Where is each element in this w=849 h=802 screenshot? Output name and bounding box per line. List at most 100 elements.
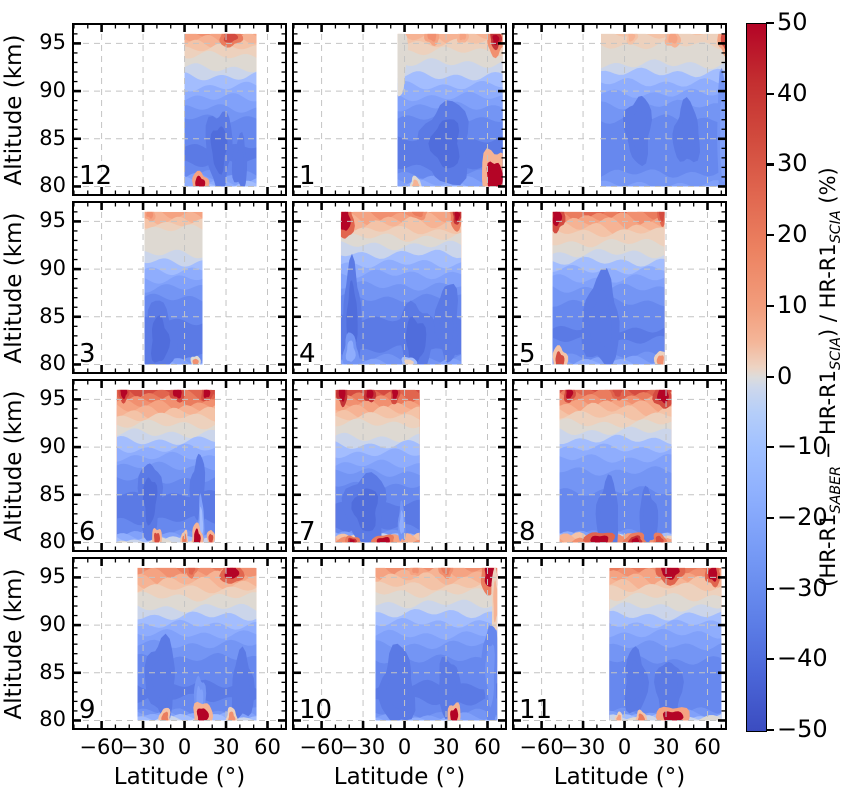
colorbar-tick	[766, 92, 774, 95]
y-tick-label: 80	[39, 707, 66, 732]
contour-patch	[340, 211, 462, 365]
x-tick-label: −30	[120, 735, 166, 759]
y-tick-label: 90	[39, 256, 66, 281]
panel-month-6: 6	[72, 379, 287, 556]
month-label: 11	[519, 695, 552, 725]
x-tick-label: 60	[474, 735, 501, 759]
colorbar-tick	[766, 446, 774, 449]
colorbar-tick-label: −50	[777, 715, 828, 743]
x-tick-label: 30	[212, 735, 240, 759]
colorbar-tick	[766, 516, 774, 520]
y-tick-label: 90	[39, 612, 66, 637]
colorbar-tick-label: 0	[777, 361, 793, 390]
y-tick-label: 80	[39, 529, 66, 554]
x-tick-label: 30	[652, 735, 680, 759]
altitude-axis-label: Altitude (km)	[1, 212, 27, 363]
panel-border	[292, 379, 507, 552]
panel-month-7: 7	[292, 379, 507, 556]
y-tick-label: 95	[39, 386, 66, 411]
month-label: 3	[79, 339, 96, 369]
colorbar-title-text: (HR-R1	[816, 513, 840, 587]
contour-patch	[609, 567, 722, 721]
contour-patch	[137, 567, 257, 721]
colorbar-tick-label: −30	[777, 573, 828, 602]
colorbar-title-subscript: SCIA	[828, 336, 845, 370]
panel-month-2: 2	[512, 23, 727, 200]
y-tick-label: 85	[39, 659, 66, 684]
latitude-axis-label: Latitude (°)	[113, 764, 246, 790]
x-tick-label: 30	[432, 735, 460, 759]
colorbar-tick	[766, 304, 774, 307]
x-tick-label: 60	[254, 735, 281, 759]
colorbar-tick	[766, 375, 774, 378]
latitude-axis-label: Latitude (°)	[333, 764, 466, 790]
panel-month-11: 11	[512, 557, 727, 734]
colorbar-tick	[766, 587, 774, 590]
month-label: 6	[79, 517, 96, 547]
y-tick-label: 90	[39, 78, 66, 103]
panel-border	[512, 23, 727, 196]
panel-border	[72, 379, 287, 552]
y-tick-label: 90	[39, 434, 66, 459]
panel-month-5: 5	[512, 201, 727, 378]
contour-patch	[375, 567, 498, 721]
colorbar-tick-label: −10	[777, 432, 828, 461]
colorbar-title-text: ) / HR-R1	[816, 243, 840, 337]
contour-patch	[116, 389, 215, 543]
y-tick-label: 95	[39, 30, 66, 55]
colorbar-tick	[766, 163, 774, 166]
month-label: 1	[299, 161, 316, 191]
month-label: 7	[299, 517, 316, 547]
panel-month-8: 8	[512, 379, 727, 556]
colorbar-tick-label: 20	[777, 220, 808, 249]
colorbar-title-subscript: SCIA	[828, 210, 845, 244]
panel-month-1: 1	[292, 23, 507, 200]
colorbar-title: (HR-R1SABER − HR-R1SCIA) / HR-R1SCIA (%)	[816, 127, 844, 627]
y-tick-label: 80	[39, 173, 66, 198]
panel-border	[512, 201, 727, 374]
colorbar-tick-label: 30	[777, 149, 808, 178]
altitude-axis-label: Altitude (km)	[1, 390, 27, 541]
contour-patch	[184, 33, 257, 187]
x-tick-label: 0	[617, 735, 632, 759]
colorbar-tick-label: 50	[777, 8, 808, 36]
colorbar-tick	[766, 658, 774, 661]
colorbar-tick	[766, 234, 774, 237]
month-label: 2	[519, 161, 536, 191]
month-label: 4	[299, 339, 316, 369]
x-tick-label: 0	[397, 735, 412, 759]
panel-month-3: 3	[72, 201, 287, 378]
axis-ticks	[513, 23, 726, 195]
colorbar-title-text: (%)	[816, 167, 840, 211]
colorbar-tick	[766, 22, 774, 25]
panel-border	[512, 557, 727, 730]
contour-patch	[552, 211, 665, 365]
colorbar	[746, 23, 767, 732]
x-tick-label: −60	[79, 735, 124, 759]
y-tick-label: 85	[39, 481, 66, 506]
y-tick-label: 85	[39, 303, 66, 328]
x-tick-label: 0	[177, 735, 192, 759]
colorbar-tick-label: −20	[777, 502, 828, 531]
panel-month-12: 12	[72, 23, 287, 200]
y-tick-label: 95	[39, 564, 66, 589]
panel-month-9: 9	[72, 557, 287, 734]
contour-patch	[601, 33, 727, 187]
panel-border	[512, 379, 727, 552]
colorbar-tick	[766, 729, 774, 732]
panel-border	[72, 23, 287, 196]
y-tick-label: 95	[39, 208, 66, 233]
month-label: 12	[79, 161, 112, 191]
contour-patch	[397, 33, 503, 187]
latitude-axis-label: Latitude (°)	[553, 764, 686, 790]
y-tick-label: 80	[39, 351, 66, 376]
x-tick-label: −60	[299, 735, 344, 759]
x-tick-label: 60	[694, 735, 721, 759]
month-label: 8	[519, 517, 536, 547]
month-label: 9	[79, 695, 96, 725]
x-tick-label: −30	[340, 735, 386, 759]
panel-month-10: 10	[292, 557, 507, 734]
contour-patch	[559, 389, 672, 543]
panel-border	[292, 557, 507, 730]
